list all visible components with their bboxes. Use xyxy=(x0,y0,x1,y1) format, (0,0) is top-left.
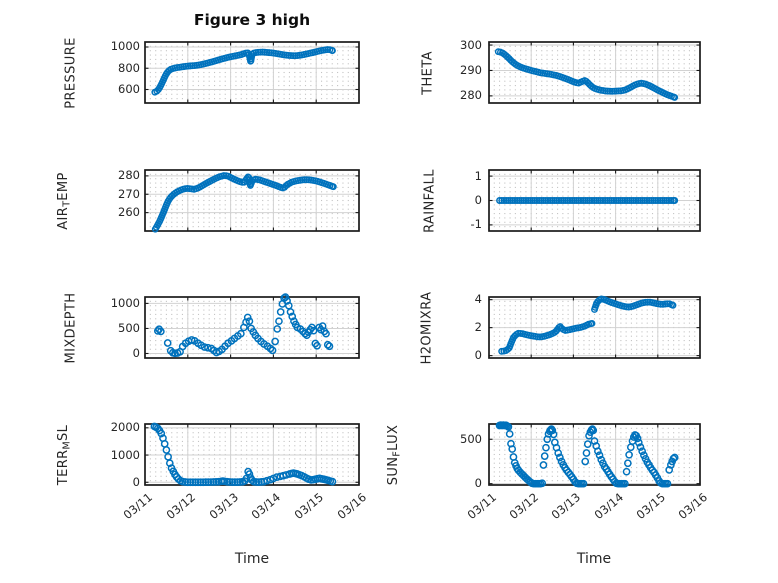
ytick-terrmsl-2000: 2000 xyxy=(110,420,140,435)
xtick-sunflux-03/15: 03/15 xyxy=(633,490,668,523)
subplot-h2omixra-canvas xyxy=(481,289,708,366)
ytick-pressure-600: 600 xyxy=(118,82,140,96)
ylabel-text: EMP xyxy=(55,171,71,201)
ylabel-text: TERR xyxy=(55,448,71,485)
ytick-airtemp-270: 270 xyxy=(118,186,140,201)
xtick-terrmsl-03/16: 03/16 xyxy=(334,490,369,523)
ytick-theta-280: 280 xyxy=(460,88,482,103)
ytick-terrmsl-1000: 1000 xyxy=(110,447,140,462)
xtick-sunflux-03/14: 03/14 xyxy=(591,490,626,523)
xtick-terrmsl-03/11: 03/11 xyxy=(120,490,155,523)
xtick-sunflux-03/11: 03/11 xyxy=(464,490,499,523)
ytick-terrmsl-0: 0 xyxy=(132,474,140,489)
subplot-terrmsl-canvas xyxy=(137,416,367,493)
ytick-mixdepth-0: 0 xyxy=(132,345,140,360)
x-axis-label-left: Time xyxy=(234,551,270,567)
subplot-mixdepth-canvas xyxy=(137,289,367,366)
subplot-airtemp-canvas xyxy=(137,162,367,239)
ytick-pressure-1000: 1000 xyxy=(110,39,140,54)
ylabel-text: LUX xyxy=(385,424,401,451)
ytick-sunflux-0: 0 xyxy=(474,476,482,491)
subplot-pressure-canvas xyxy=(137,34,367,111)
ytick-airtemp-280: 280 xyxy=(118,168,140,183)
ytick-sunflux-500: 500 xyxy=(460,431,482,446)
ylabel-text: AIR xyxy=(55,206,71,230)
ytick-rainfall-0: 0 xyxy=(474,193,482,207)
ytick-airtemp-260: 260 xyxy=(118,205,140,220)
xtick-sunflux-03/12: 03/12 xyxy=(506,490,542,523)
x-axis-label-right: Time xyxy=(576,551,612,567)
ytick-pressure-800: 800 xyxy=(118,60,140,75)
ytick-h2omixra-2: 2 xyxy=(474,320,482,335)
ytick-h2omixra-0: 0 xyxy=(474,348,482,363)
xtick-sunflux-03/13: 03/13 xyxy=(548,490,584,523)
subplot-theta-canvas xyxy=(481,34,708,111)
ytick-mixdepth-500: 500 xyxy=(118,320,140,335)
ytick-h2omixra-4: 4 xyxy=(474,292,482,307)
figure-title: Figure 3 high xyxy=(193,11,311,29)
xtick-terrmsl-03/12: 03/12 xyxy=(163,490,198,523)
ytick-rainfall--1: -1 xyxy=(470,217,482,232)
xtick-sunflux-03/16: 03/16 xyxy=(675,490,710,523)
ytick-theta-300: 300 xyxy=(460,37,482,52)
ylabel-text: SL xyxy=(55,424,71,441)
subplot-rainfall-canvas xyxy=(481,162,708,239)
xtick-terrmsl-03/13: 03/13 xyxy=(206,490,241,523)
xtick-terrmsl-03/14: 03/14 xyxy=(248,490,284,523)
xtick-terrmsl-03/15: 03/15 xyxy=(291,490,327,523)
ylabel-sunflux: SUNFLUX xyxy=(386,424,403,485)
ytick-rainfall-1: 1 xyxy=(474,168,482,183)
subplot-sunflux-canvas xyxy=(481,416,708,493)
ytick-theta-290: 290 xyxy=(460,62,482,77)
ytick-mixdepth-1000: 1000 xyxy=(110,295,140,310)
ylabel-text: SUN xyxy=(385,456,401,485)
